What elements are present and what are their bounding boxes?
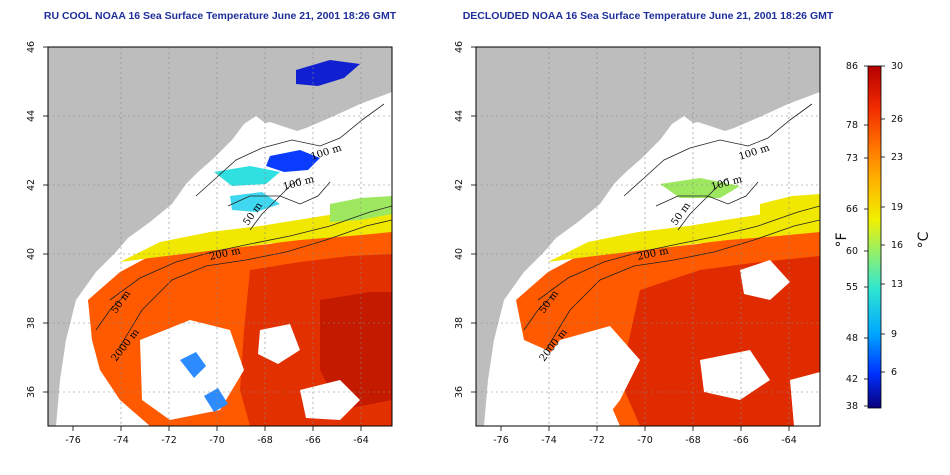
land bbox=[476, 47, 820, 426]
y-tick-label: 44 bbox=[26, 110, 37, 122]
isobath-2000m bbox=[545, 219, 820, 351]
sst-cyan-patch-2 bbox=[230, 192, 280, 212]
x-tick-label: -74 bbox=[113, 435, 129, 446]
sst-front-green bbox=[660, 178, 740, 198]
fahrenheit-tick-label: 38 bbox=[846, 401, 858, 412]
y-tick-label: 42 bbox=[454, 179, 465, 191]
isobath-100m bbox=[195, 103, 385, 207]
sst-cyan-patch bbox=[214, 166, 280, 186]
cloud-patch-3 bbox=[740, 260, 790, 300]
graticule bbox=[48, 47, 392, 426]
x-tick-label: -76 bbox=[493, 435, 509, 446]
y-tick-label: 38 bbox=[454, 317, 465, 329]
x-tick-label: -72 bbox=[161, 435, 177, 446]
map-panel-raw: RU COOL NOAA 16 Sea Surface Temperature … bbox=[26, 10, 397, 446]
fahrenheit-tick-label: 86 bbox=[846, 61, 858, 72]
x-tick-label: -66 bbox=[305, 435, 321, 446]
x-tick-label: -76 bbox=[65, 435, 81, 446]
celsius-tick-label: 6 bbox=[891, 367, 897, 378]
sst-cold-patch bbox=[266, 150, 320, 172]
land-nova-scotia bbox=[684, 62, 820, 136]
fahrenheit-tick-label: 42 bbox=[846, 374, 858, 385]
x-tick-label: -66 bbox=[733, 435, 749, 446]
y-tick-label: 36 bbox=[26, 386, 37, 398]
isobath-50m bbox=[95, 177, 301, 331]
land bbox=[48, 47, 392, 426]
celsius-tick-label: 16 bbox=[891, 240, 903, 251]
graticule bbox=[476, 47, 820, 426]
cloud-patch-4 bbox=[790, 372, 820, 426]
x-tick-label: -70 bbox=[637, 435, 653, 446]
sst-front-yellow bbox=[548, 206, 820, 262]
map-title-declouded: DECLOUDED NOAA 16 Sea Surface Temperatur… bbox=[463, 10, 834, 22]
x-axis: -76 -74 -72 -70 -68 -66 -64 bbox=[65, 426, 369, 446]
map-frame bbox=[47, 46, 393, 427]
x-tick-label: -74 bbox=[541, 435, 557, 446]
fahrenheit-tick-label: 78 bbox=[846, 120, 858, 131]
y-tick-label: 38 bbox=[26, 317, 37, 329]
cloud-patch bbox=[530, 326, 640, 426]
map-frame bbox=[475, 46, 821, 427]
cloud-patch-2 bbox=[258, 324, 300, 364]
sst-blue-speckle-2 bbox=[204, 388, 228, 412]
cloud-patch-3 bbox=[300, 380, 360, 420]
x-axis: -76 -74 -72 -70 -68 -66 -64 bbox=[493, 426, 797, 446]
isobath-2000m bbox=[117, 219, 392, 351]
celsius-tick-label: 19 bbox=[891, 202, 903, 213]
x-tick-label: -68 bbox=[257, 435, 273, 446]
map-title-raw: RU COOL NOAA 16 Sea Surface Temperature … bbox=[44, 10, 397, 22]
x-tick-label: -70 bbox=[209, 435, 225, 446]
celsius-tick-label: 30 bbox=[891, 61, 903, 72]
y-tick-label: 40 bbox=[26, 248, 37, 260]
fahrenheit-tick-label: 66 bbox=[846, 204, 858, 215]
x-tick-label: -64 bbox=[353, 435, 369, 446]
isobath-100m bbox=[623, 103, 813, 207]
sst-front-yellow bbox=[120, 206, 392, 262]
isobath-50m bbox=[523, 177, 729, 331]
y-axis: 46 44 42 40 38 36 bbox=[26, 41, 48, 398]
fahrenheit-unit-label: °F bbox=[834, 232, 850, 247]
fahrenheit-tick-label: 60 bbox=[846, 246, 858, 257]
land-nova-scotia bbox=[256, 62, 392, 136]
x-tick-label: -68 bbox=[685, 435, 701, 446]
isobath-200m bbox=[109, 205, 392, 301]
x-tick-label: -64 bbox=[781, 435, 797, 446]
celsius-tick-label: 26 bbox=[891, 114, 903, 125]
y-axis: 46 44 42 40 38 36 bbox=[454, 41, 476, 398]
cloud-patch-2 bbox=[700, 350, 770, 400]
x-tick-label: -72 bbox=[589, 435, 605, 446]
colorbar: 86 78 73 66 60 55 48 42 38 30 26 23 19 1… bbox=[834, 61, 932, 412]
celsius-unit-label: °C bbox=[916, 231, 932, 248]
colorbar-gradient bbox=[867, 65, 882, 409]
celsius-tick-label: 9 bbox=[891, 329, 897, 340]
y-tick-label: 44 bbox=[454, 110, 465, 122]
y-tick-label: 36 bbox=[454, 386, 465, 398]
y-tick-label: 46 bbox=[26, 41, 37, 53]
celsius-tick-label: 23 bbox=[891, 152, 903, 163]
isobath-200m bbox=[537, 205, 820, 301]
sst-cold-patch-2 bbox=[296, 60, 360, 86]
map-panel-declouded: DECLOUDED NOAA 16 Sea Surface Temperatur… bbox=[454, 10, 834, 446]
y-tick-label: 42 bbox=[26, 179, 37, 191]
fahrenheit-tick-label: 73 bbox=[846, 153, 858, 164]
y-tick-label: 46 bbox=[454, 41, 465, 53]
fahrenheit-tick-label: 48 bbox=[846, 333, 858, 344]
sst-blue-speckle bbox=[180, 352, 206, 378]
fahrenheit-tick-label: 55 bbox=[846, 282, 858, 293]
y-tick-label: 40 bbox=[454, 248, 465, 260]
gulf-of-maine bbox=[628, 122, 746, 196]
celsius-tick-label: 13 bbox=[891, 279, 903, 290]
